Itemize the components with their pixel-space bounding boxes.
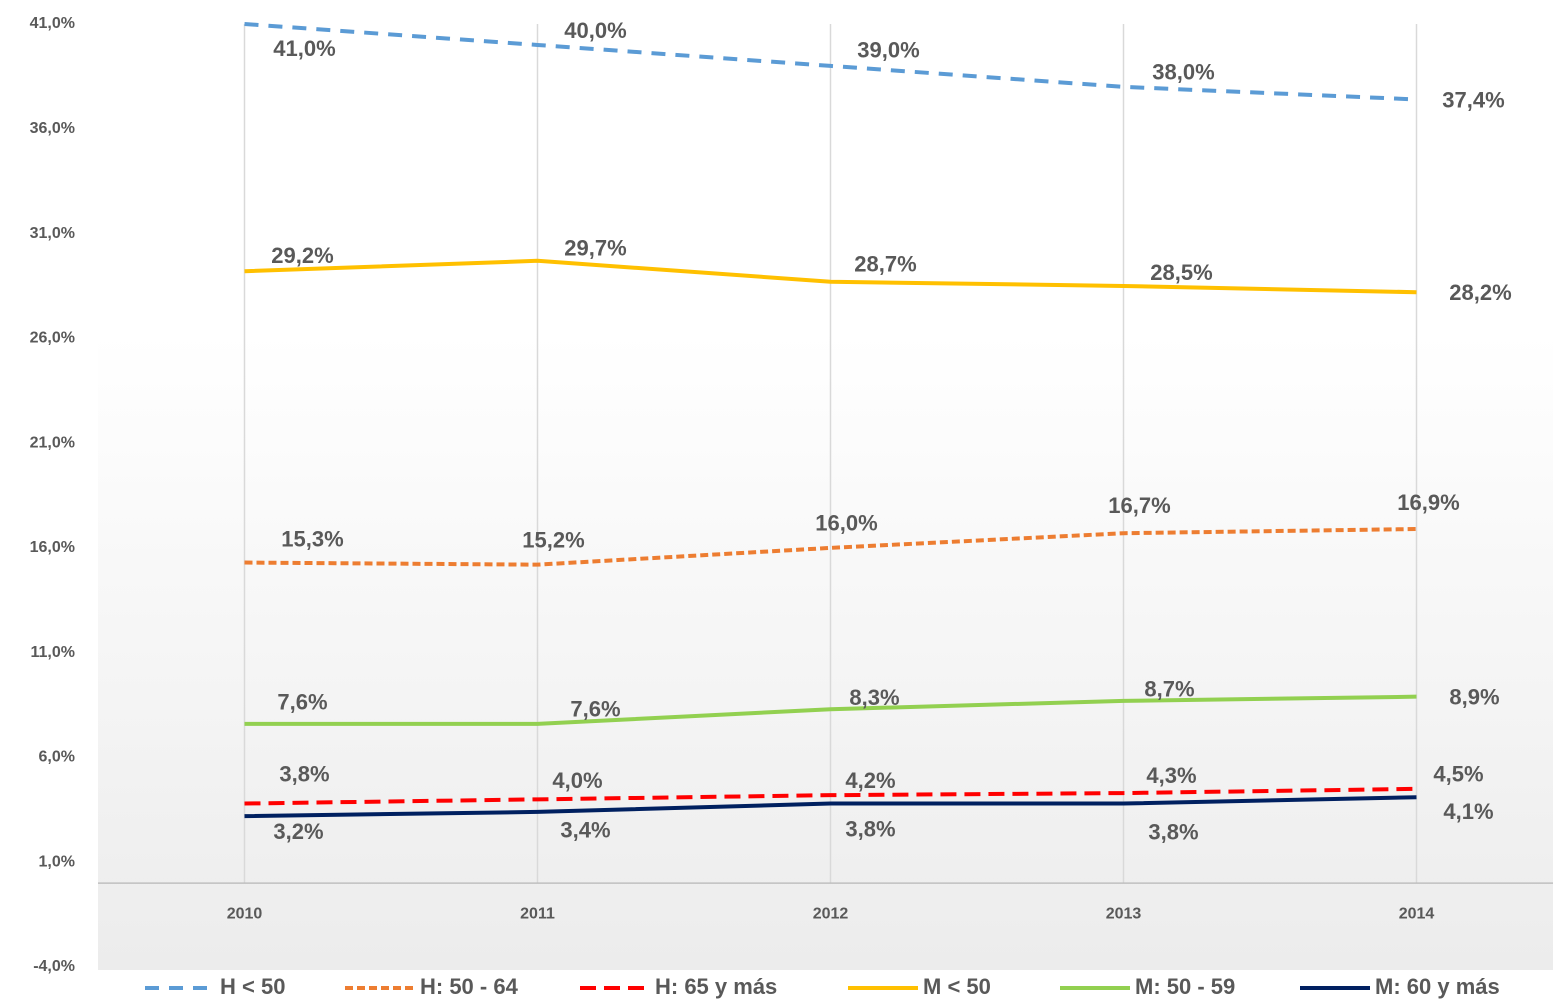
data-label: 4,5% [1433,762,1483,787]
x-tick-label: 2010 [227,905,263,922]
data-label: 3,8% [279,761,329,786]
data-label: 8,9% [1449,684,1499,709]
data-label: 16,0% [815,511,877,536]
series-line [244,22,1417,102]
series-line [244,786,1417,806]
data-label: 28,2% [1449,280,1511,305]
legend-label: M: 60 y más [1375,974,1500,999]
y-tick-label: 31,0% [30,225,75,242]
data-label: 28,7% [854,252,916,277]
series-line [244,258,1417,295]
data-label: 8,7% [1144,677,1194,702]
data-label: 37,4% [1442,87,1504,112]
data-label: 16,7% [1108,493,1170,518]
x-tick-label: 2011 [520,905,555,922]
x-tick-label: 2014 [1399,905,1435,922]
y-tick-label: 16,0% [30,539,75,556]
legend-label: H: 65 y más [655,974,777,999]
data-label: 41,0% [273,36,335,61]
legend-label: M < 50 [923,974,991,999]
data-label: 3,2% [273,819,323,844]
y-tick-label: 6,0% [39,749,75,766]
data-label: 38,0% [1152,60,1214,85]
data-label: 40,0% [564,18,626,43]
series-line [244,527,1417,567]
data-label: 39,0% [857,38,919,63]
data-label: 28,5% [1150,260,1212,285]
data-label: 29,7% [564,236,626,261]
legend-label: H: 50 - 64 [420,974,519,999]
data-label: 15,3% [281,526,343,551]
x-tick-label: 2012 [813,905,849,922]
data-label: 7,6% [570,697,620,722]
legend-label: M: 50 - 59 [1135,974,1235,999]
series-line [244,694,1417,726]
data-label: 3,4% [560,818,610,843]
y-tick-label: 36,0% [30,120,75,137]
y-tick-label: 26,0% [30,330,75,347]
data-label: 15,2% [522,527,584,552]
data-label: 4,3% [1146,763,1196,788]
data-label: 3,8% [1148,819,1198,844]
y-tick-label: 11,0% [31,644,75,661]
y-tick-label: 1,0% [39,853,75,870]
data-label: 3,8% [845,816,895,841]
data-label: 4,2% [845,768,895,793]
legend-label: H < 50 [220,974,285,999]
y-tick-label: 41,0% [30,15,75,32]
x-tick-label: 2013 [1106,905,1142,922]
y-tick-label: 21,0% [30,434,75,451]
data-label: 4,1% [1443,799,1493,824]
data-label: 8,3% [849,685,899,710]
data-label: 29,2% [271,243,333,268]
plot-background [98,20,1553,970]
y-tick-label: -4,0% [33,958,75,975]
data-label: 4,0% [552,768,602,793]
series-line [244,795,1417,819]
data-label: 16,9% [1397,490,1459,515]
data-label: 7,6% [277,690,327,715]
